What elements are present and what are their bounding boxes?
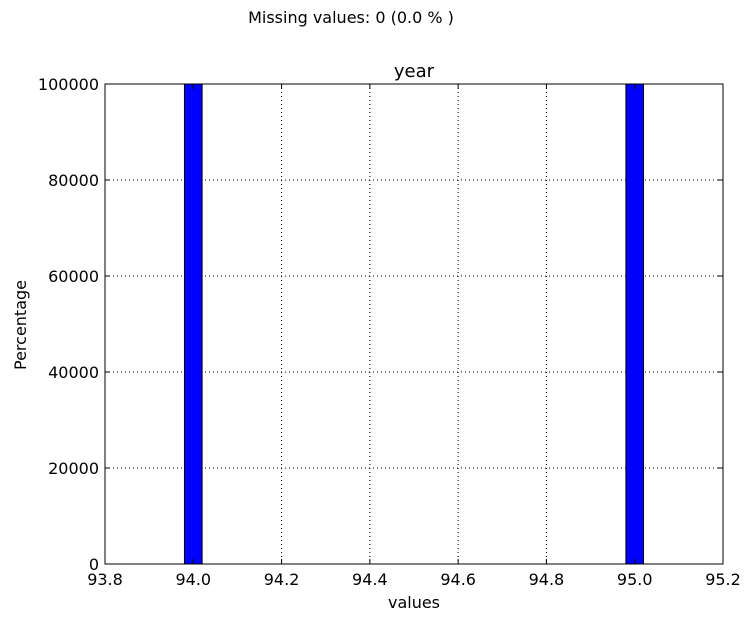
x-axis-label: values bbox=[388, 593, 440, 612]
missing-values-text: Missing values: 0 (0.0 % ) bbox=[248, 8, 454, 27]
histogram-bar bbox=[183, 83, 203, 565]
chart-title: year bbox=[394, 61, 435, 82]
x-tick-label: 94.8 bbox=[529, 570, 565, 589]
histogram-bars bbox=[183, 83, 645, 565]
y-tick-labels: 0 20000 40000 60000 80000 100000 bbox=[38, 75, 99, 574]
y-tick-label: 80000 bbox=[48, 171, 99, 190]
y-tick-label: 0 bbox=[89, 555, 99, 574]
y-tick-label: 20000 bbox=[48, 459, 99, 478]
x-tick-label: 95.0 bbox=[617, 570, 653, 589]
x-tick-labels: 93.8 94.0 94.2 94.4 94.6 94.8 95.0 95.2 bbox=[87, 570, 741, 589]
x-tick-label: 94.6 bbox=[440, 570, 476, 589]
y-tick-label: 40000 bbox=[48, 363, 99, 382]
x-tick-label: 94.0 bbox=[175, 570, 211, 589]
plot-frame bbox=[104, 83, 724, 565]
x-tick-label: 95.2 bbox=[705, 570, 741, 589]
x-tick-label: 94.4 bbox=[352, 570, 388, 589]
y-axis-label: Percentage bbox=[11, 280, 30, 370]
x-tick-label: 94.2 bbox=[264, 570, 300, 589]
y-tick-label: 60000 bbox=[48, 267, 99, 286]
y-tick-label: 100000 bbox=[38, 75, 99, 94]
histogram-bar bbox=[625, 83, 645, 565]
x-tick-label: 93.8 bbox=[87, 570, 123, 589]
axis-ticks bbox=[104, 83, 724, 565]
